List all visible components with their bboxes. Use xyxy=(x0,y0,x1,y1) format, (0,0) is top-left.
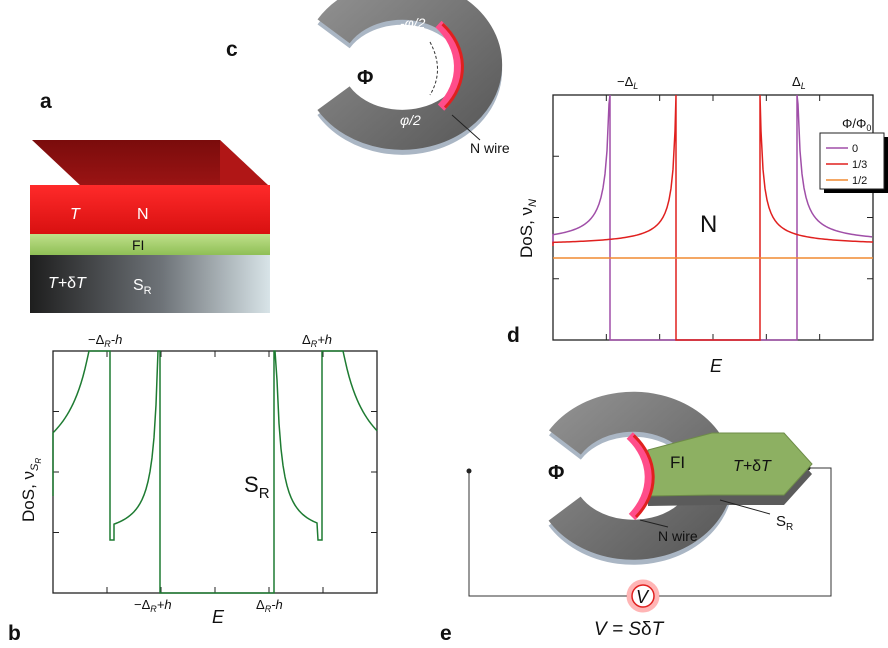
legend-title: Φ/Φ0 xyxy=(842,116,871,133)
panel-c-label: c xyxy=(226,38,238,61)
plot-b-tick-bottom-2: ΔR-h xyxy=(256,597,283,614)
panel-a: a T N FI T+δT SR xyxy=(30,90,270,313)
n-wire-e xyxy=(626,432,654,521)
layer-n-temp: T xyxy=(70,206,81,223)
circuit-right xyxy=(659,467,832,597)
plot-d-tick-top-1: −ΔL xyxy=(617,74,638,91)
legend-entry-1: 1/3 xyxy=(852,159,867,171)
ring-e-name: SL xyxy=(490,463,507,486)
ring-c-name: SL xyxy=(262,59,279,82)
contact-left xyxy=(466,468,472,474)
n-wire-c-leader xyxy=(451,114,481,141)
plot-b-ticks xyxy=(53,351,377,593)
sr-label: SR xyxy=(776,513,793,533)
plot-d-curve-1-3 xyxy=(552,94,874,341)
meter-label: V xyxy=(636,587,650,607)
plot-d-ylabel: DoS, νN xyxy=(517,199,539,258)
layer-n xyxy=(30,185,270,234)
phase-top-c: -φ/2 xyxy=(400,15,426,31)
panel-e-label: e xyxy=(440,622,452,645)
layer-fi xyxy=(30,234,270,255)
panel-d: d N E DoS, νN −ΔL ΔL Φ/Φ0 0 1/3 1/2 xyxy=(507,74,888,376)
sr-leader xyxy=(719,499,771,515)
plot-d-ticks xyxy=(553,95,873,340)
n-wire-e-label: N wire xyxy=(658,528,698,544)
length-c: L xyxy=(424,68,431,83)
plot-b-ylabel: DoS, νSR xyxy=(19,458,43,522)
legend-entry-0: 0 xyxy=(852,143,858,155)
plot-d-xlabel: E xyxy=(710,356,723,376)
layer-fi-name: FI xyxy=(132,237,144,253)
equation: V = SδT xyxy=(594,619,665,640)
plot-b-curve xyxy=(52,350,378,594)
plot-d-tick-top-2: ΔL xyxy=(792,74,806,91)
layer-sr-name: SR xyxy=(133,277,152,297)
ring-e-temp: T xyxy=(538,507,550,526)
ring-e-flux: Φ xyxy=(548,462,564,484)
plot-d-region: N xyxy=(700,211,717,238)
panel-a-label: a xyxy=(40,90,52,113)
fi-block xyxy=(647,432,813,497)
fi-label: FI xyxy=(670,453,685,472)
n-wire-e-edge xyxy=(632,434,655,519)
meter xyxy=(631,584,655,608)
panel-c: c SL Φ -φ/2 φ/2 L N wire xyxy=(226,0,510,156)
phase-bottom-c: φ/2 xyxy=(400,112,421,128)
ring-c-flux: Φ xyxy=(357,67,373,89)
layer-sr xyxy=(30,255,270,313)
plot-b-tick-top-2: ΔR+h xyxy=(302,332,332,349)
n-wire-c xyxy=(435,20,463,111)
plot-b-tick-bottom-1: −ΔR+h xyxy=(134,597,172,614)
layer-sr-temp: T+δT xyxy=(48,275,87,292)
circuit-left xyxy=(468,471,627,597)
plot-b-region: SR xyxy=(244,472,270,502)
panel-b: b SR E DoS, νSR −ΔR-h ΔR+h −ΔR+h ΔR-h xyxy=(8,332,378,645)
panel-b-label: b xyxy=(8,622,21,645)
n-wire-c-label: N wire xyxy=(470,140,510,156)
plot-b-xlabel: E xyxy=(212,607,225,627)
plot-b-frame xyxy=(52,350,378,594)
n-wire-e-leader xyxy=(639,519,669,528)
ring-c xyxy=(317,0,503,150)
plot-d-curve-0 xyxy=(552,94,873,341)
panel-e: e SL Φ T FI T+δT SR N wire V V = SδT xyxy=(440,391,832,645)
legend-entry-2: 1/2 xyxy=(852,175,867,187)
n-wire-c-edge xyxy=(441,22,464,109)
panel-d-label: d xyxy=(507,324,520,347)
fi-temp: T+δT xyxy=(733,458,772,475)
length-arrow-c xyxy=(429,41,438,96)
plot-b-tick-top-1: −ΔR-h xyxy=(88,332,122,349)
layer-n-name: N xyxy=(137,206,149,223)
layer-n-top xyxy=(32,140,270,187)
plot-d-legend: Φ/Φ0 0 1/3 1/2 xyxy=(819,116,888,193)
